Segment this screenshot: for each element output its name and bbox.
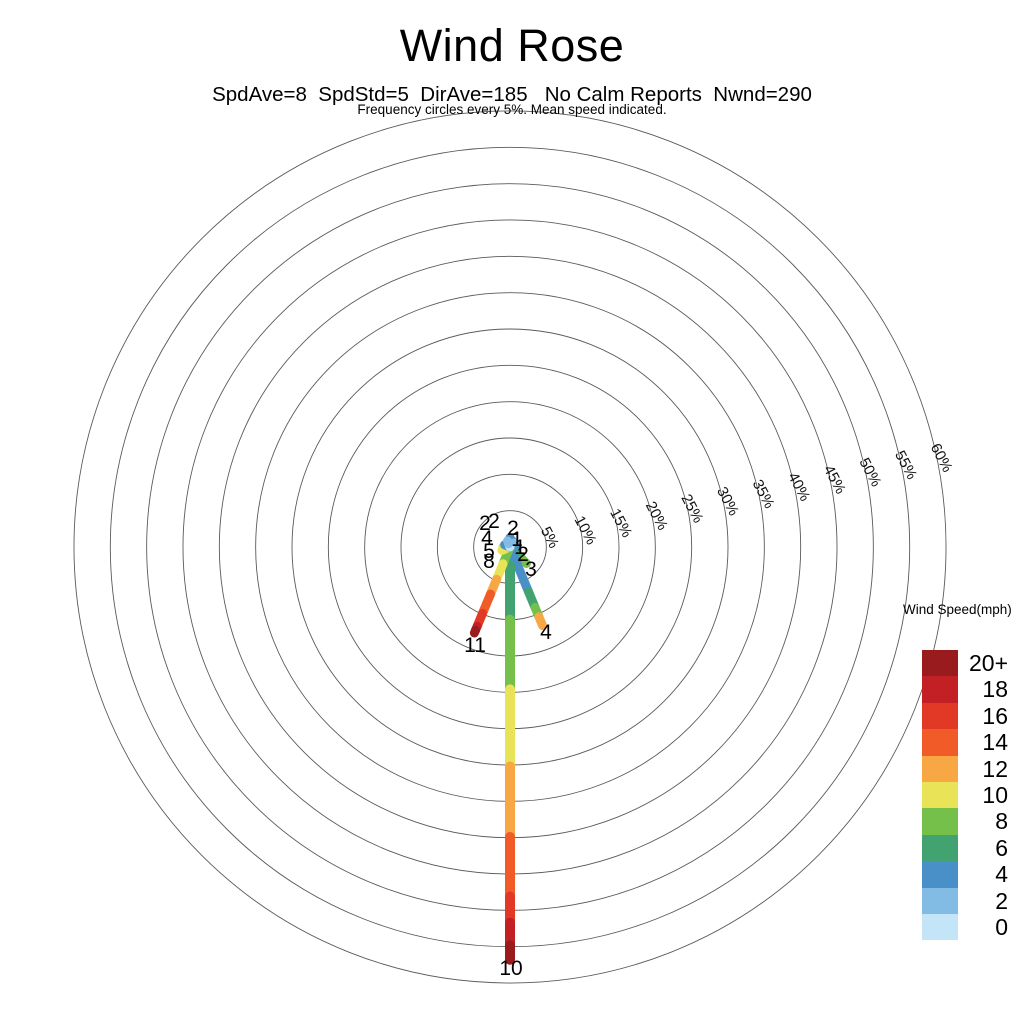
ring-label: 20% — [642, 499, 671, 533]
mean-speed-label-W: 5 — [483, 540, 495, 563]
legend-swatch — [922, 781, 958, 809]
spoke-segment-SSW-20+ — [469, 625, 481, 638]
legend-swatch — [922, 834, 958, 862]
ring-label: 15% — [606, 506, 635, 540]
ring-label: 45% — [820, 462, 849, 496]
spoke-SSW — [469, 542, 515, 638]
ring-label: 30% — [713, 484, 742, 518]
spoke-segment-SSE-12 — [534, 612, 548, 631]
legend-value: 12 — [982, 755, 1008, 782]
ring-label: 60% — [927, 441, 956, 475]
legend-title: Wind Speed(mph) — [903, 602, 1012, 617]
ring-label: 55% — [891, 448, 920, 482]
legend-swatch — [922, 808, 958, 835]
legend-rows: 20+ 18 16 14 12 10 8 6 4 2 0 — [922, 650, 1012, 941]
chart-title: Wind Rose — [399, 20, 625, 71]
legend-value: 0 — [995, 913, 1008, 940]
legend-swatch — [922, 702, 958, 730]
legend-row: 16 — [922, 702, 1012, 730]
spoke-NNW — [502, 536, 515, 552]
mean-speed-label-SSE: 4 — [540, 621, 552, 644]
mean-speed-label-ESE: 2 — [517, 543, 529, 566]
mean-speed-label-WSW: 8 — [483, 550, 495, 573]
mean-speed-label-SSW: 11 — [464, 634, 486, 657]
spoke-segment-SE-8 — [517, 554, 531, 568]
mean-speed-label-N: 2 — [488, 510, 500, 533]
legend-swatch — [922, 887, 958, 914]
legend-row: 4 — [922, 861, 1012, 888]
legend-value: 4 — [995, 861, 1008, 888]
legend-row: 18 — [922, 676, 1012, 703]
frequency-circle — [73, 110, 947, 984]
ring-label: 35% — [749, 477, 778, 511]
legend-value: 14 — [982, 729, 1008, 756]
mean-speed-label-S: 10 — [499, 957, 522, 980]
mean-speed-label-NE: 1 — [511, 528, 523, 551]
legend-swatch — [922, 861, 958, 888]
ring-label: 10% — [571, 513, 600, 547]
chart-subtitle: SpdAve=8 SpdStd=5 DirAve=185 No Calm Rep… — [212, 83, 812, 106]
legend-swatch — [922, 755, 958, 782]
wind-speed-legend: Wind Speed(mph) 20+ 18 16 14 12 10 8 6 4 2 0 — [903, 602, 1012, 941]
legend-row: 14 — [922, 729, 1012, 756]
mean-speed-label-SE: 3 — [525, 558, 537, 581]
legend-row: 6 — [922, 834, 1012, 862]
legend-swatch — [922, 729, 958, 756]
legend-row: 10 — [922, 781, 1012, 809]
legend-row: 0 — [922, 913, 1012, 941]
legend-swatch — [922, 913, 958, 941]
legend-value: 8 — [995, 808, 1008, 835]
legend-row: 2 — [922, 887, 1012, 914]
spoke-segment-NNW-2 — [502, 536, 514, 549]
legend-value: 18 — [982, 676, 1008, 703]
legend-row: 20+ — [922, 650, 1012, 677]
mean-speed-label-NNE: 2 — [507, 517, 519, 540]
legend-value: 10 — [982, 781, 1008, 808]
ring-label: 25% — [677, 491, 706, 525]
legend-value: 2 — [995, 887, 1008, 914]
legend-value: 16 — [982, 702, 1008, 729]
ring-label: 50% — [855, 455, 884, 489]
legend-row: 12 — [922, 755, 1012, 782]
legend-value: 20+ — [968, 650, 1008, 676]
mean-speed-label-WNW: 4 — [481, 527, 493, 550]
chart-caption: Frequency circles every 5%. Mean speed i… — [357, 102, 667, 117]
ring-label: 40% — [784, 470, 813, 504]
legend-value: 6 — [995, 834, 1008, 861]
mean-speed-label-ENE: 1 — [514, 536, 526, 559]
legend-swatch — [922, 676, 958, 703]
mean-speed-label-NNW: 2 — [479, 512, 491, 535]
legend-row: 8 — [922, 808, 1012, 835]
legend-swatch — [922, 650, 958, 677]
